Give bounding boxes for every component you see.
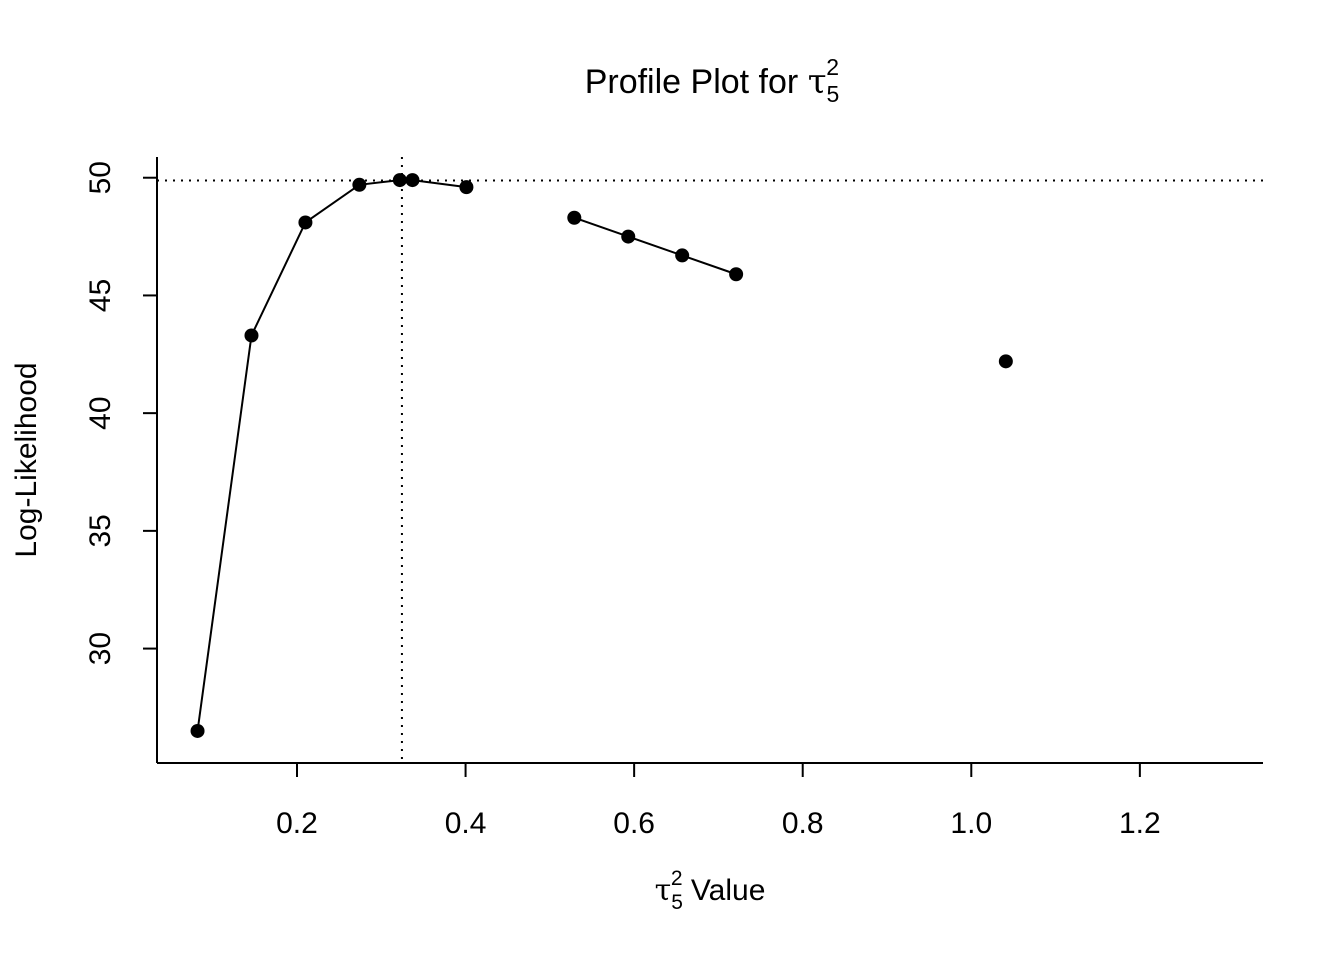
- data-point: [459, 180, 474, 195]
- x-axis-ticks: 0.2 0.4 0.6 0.8 1.0 1.2: [276, 763, 1161, 840]
- data-point: [244, 328, 259, 343]
- y-axis-label: Log-Likelihood: [10, 362, 43, 557]
- x-axis-label-tau-symbol: τ: [655, 873, 672, 908]
- profile-series: [190, 173, 1013, 738]
- data-point: [675, 248, 690, 263]
- x-tick-label: 1.0: [950, 807, 992, 840]
- axes: [156, 157, 1263, 764]
- x-tick-label: 1.2: [1119, 807, 1161, 840]
- x-tick-label: 0.2: [276, 807, 318, 840]
- y-tick-label: 45: [84, 279, 117, 312]
- chart-title: Profile Plot for τ52: [585, 54, 840, 107]
- x-tick-label: 0.8: [782, 807, 824, 840]
- data-point: [729, 267, 744, 282]
- data-point: [405, 173, 420, 188]
- chart-title-tau-superscript: 2: [826, 54, 839, 80]
- y-tick-label: 50: [84, 161, 117, 194]
- chart-title-tau-symbol: τ: [808, 62, 827, 102]
- chart-title-prefix: Profile Plot for: [585, 63, 808, 101]
- y-tick-label: 35: [84, 514, 117, 547]
- data-point: [190, 723, 205, 738]
- x-axis-label: τ52 Value: [655, 867, 766, 914]
- x-axis-label-tau-superscript: 2: [671, 867, 683, 890]
- x-axis-label-tau-subscript: 5: [671, 891, 683, 914]
- x-axis-label-suffix: Value: [683, 874, 766, 907]
- x-tick-label: 0.4: [445, 807, 487, 840]
- chart-title-tau-subscript: 5: [827, 81, 840, 107]
- y-tick-label: 40: [84, 396, 117, 429]
- x-tick-label: 0.6: [613, 807, 655, 840]
- data-point: [352, 177, 367, 192]
- data-point: [621, 229, 636, 244]
- data-point: [567, 210, 582, 225]
- data-point: [998, 354, 1013, 369]
- y-axis-ticks: 30 35 40 45 50: [84, 161, 157, 665]
- segment-2-line: [573, 216, 737, 276]
- data-point: [392, 173, 407, 188]
- data-point: [298, 215, 313, 230]
- y-tick-label: 30: [84, 632, 117, 665]
